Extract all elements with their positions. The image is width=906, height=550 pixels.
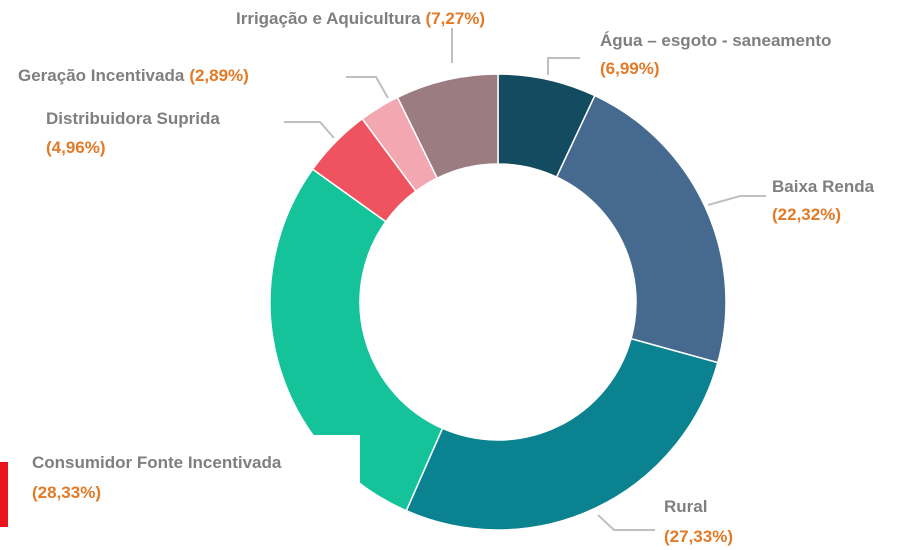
label-name: Distribuidora Suprida bbox=[46, 109, 220, 128]
slice bbox=[405, 337, 719, 531]
accent-bar bbox=[0, 462, 8, 527]
label-value: (28,33%) bbox=[32, 483, 101, 502]
slice-label: Baixa Renda (22,32%) bbox=[772, 177, 875, 224]
leader-lines bbox=[284, 28, 766, 531]
label-name: Geração Incentivada bbox=[18, 66, 185, 85]
slice-label: Irrigação e Aquicultura (7,27%) bbox=[236, 9, 485, 28]
label-value: (4,96%) bbox=[46, 138, 106, 157]
label-name: Consumidor Fonte Incentivada bbox=[32, 453, 282, 472]
slice bbox=[396, 73, 499, 180]
label-value: (6,99%) bbox=[600, 59, 660, 78]
label-value: (7,27%) bbox=[426, 9, 486, 28]
label-name: Rural bbox=[664, 497, 707, 516]
leader-line bbox=[707, 195, 766, 206]
leader-line bbox=[547, 57, 580, 75]
label-name: Baixa Renda bbox=[772, 177, 875, 196]
label-name: Água – esgoto - saneamento bbox=[600, 31, 831, 50]
donut bbox=[269, 73, 727, 531]
label-box bbox=[0, 435, 360, 550]
slice-label: Água – esgoto - saneamento (6,99%) bbox=[600, 31, 831, 78]
label-value: (22,32%) bbox=[772, 205, 841, 224]
label-value: (27,33%) bbox=[664, 527, 733, 546]
leader-line bbox=[346, 76, 389, 99]
slice-label: Distribuidora Suprida (4,96%) bbox=[46, 109, 220, 157]
slice-label: Rural (27,33%) bbox=[664, 497, 733, 546]
slice-label: Geração Incentivada (2,89%) bbox=[18, 66, 249, 85]
slice bbox=[555, 94, 727, 364]
leader-line bbox=[597, 514, 655, 531]
label-name: Irrigação e Aquicultura bbox=[236, 9, 421, 28]
label-value: (2,89%) bbox=[189, 66, 249, 85]
leader-line bbox=[284, 121, 335, 139]
slice-label: Consumidor Fonte Incentivada (28,33%) bbox=[32, 453, 282, 502]
